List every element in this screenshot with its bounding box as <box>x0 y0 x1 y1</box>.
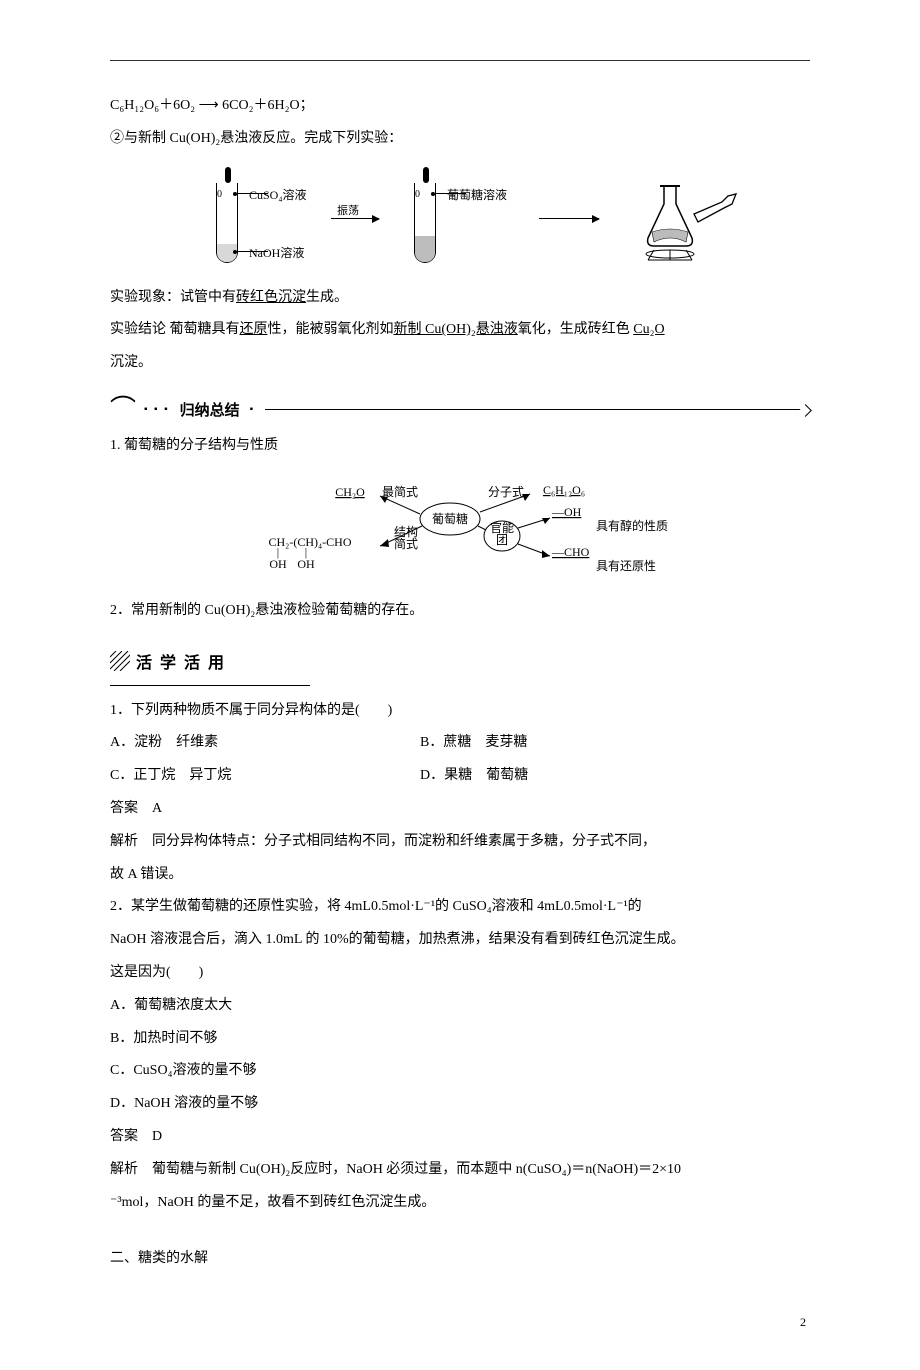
q1-options-row2: C．正丁烷 异丁烷 D．果糖 葡萄糖 <box>110 761 810 792</box>
conclusion-prefix: 实验结论 葡萄糖具有 <box>110 322 240 337</box>
cm-rt-label: 分子式 <box>488 485 524 499</box>
tube1-cap <box>225 167 231 183</box>
summary-title: 归纳总结 <box>180 399 240 420</box>
tube1-tick: 0 <box>217 189 222 200</box>
phenomenon-suffix: 生成。 <box>306 290 348 305</box>
conclusion-line1: 实验结论 葡萄糖具有还原性，能被弱氧化剂如新制 Cu(OH)₂悬浊液氧化，生成砖… <box>110 315 810 346</box>
conclusion-u1: 还原 <box>240 322 268 337</box>
q2-explain2: ⁻³mol，NaOH 的量不足，故看不到砖红色沉淀生成。 <box>110 1188 810 1219</box>
phenomenon-prefix: 实验现象：试管中有 <box>110 290 236 305</box>
tube1-group: 0 CuSO₄溶液 NaOH溶液 <box>176 169 306 269</box>
q2-optD: D．NaOH 溶液的量不够 <box>110 1089 810 1120</box>
cm-lt-value: CH₂O <box>335 485 365 499</box>
cm-lb-u2b: OH <box>297 557 315 571</box>
cm-rm-label: —OH <box>551 505 582 519</box>
cm-lb-u2: OH <box>269 557 287 571</box>
q1-explain: 解析 同分异构体特点：分子式相同结构不同，而淀粉和纤维素属于多糖，分子式不同， <box>110 827 810 858</box>
arrow-1: 振荡 <box>331 218 379 219</box>
tube2-tick: 0 <box>415 189 420 200</box>
cm-lb-value: CH₂-(CH)₄-CHO <box>268 535 351 549</box>
hatch-icon <box>110 651 130 671</box>
conclusion-mid2: 氧化，生成砖红色 <box>518 322 634 337</box>
cm-rb-label: —CHO <box>551 545 590 559</box>
top-rule <box>110 60 810 61</box>
tube2-top-label: 葡萄糖溶液 <box>447 186 507 203</box>
conclusion-u2: 新制 Cu(OH)₂悬浊液 <box>394 322 518 337</box>
conclusion-line2: 沉淀。 <box>110 348 810 379</box>
arrow-2 <box>539 218 599 219</box>
experiment-diagram: 0 CuSO₄溶液 NaOH溶液 振荡 0 葡萄糖溶液 <box>110 169 810 269</box>
tube2-group: 0 葡萄糖溶液 <box>404 169 514 269</box>
summary-dots-r: ▪ <box>250 404 256 415</box>
concept-map: 葡萄糖 最简式 CH₂O 结构 简式 CH₂-(CH)₄-CHO | | OH … <box>110 474 810 584</box>
q1-answer: 答案 A <box>110 794 810 825</box>
q1-optC: C．正丁烷 异丁烷 <box>110 761 420 792</box>
q1-optB: B．蔗糖 麦芽糖 <box>420 728 527 759</box>
cm-rm-desc: 具有醇的性质 <box>596 518 668 533</box>
cm-lb-label-2: 简式 <box>394 537 418 551</box>
chemical-equation: C₆H₁₂O₆＋6O₂ ⟶ 6CO₂＋6H₂O； <box>110 91 810 122</box>
q2-optA: A．葡萄糖浓度太大 <box>110 991 810 1022</box>
q1-optD: D．果糖 葡萄糖 <box>420 761 528 792</box>
cm-rnode-2: 团 <box>496 533 508 547</box>
summary-point-1: 1. 葡萄糖的分子结构与性质 <box>110 431 810 462</box>
concept-map-svg: 葡萄糖 最简式 CH₂O 结构 简式 CH₂-(CH)₄-CHO | | OH … <box>240 474 680 584</box>
cm-rb-desc: 具有还原性 <box>596 559 656 573</box>
q2-explain1: 解析 葡萄糖与新制 Cu(OH)₂反应时，NaOH 必须过量，而本题中 n(Cu… <box>110 1155 810 1186</box>
phenomenon-line: 实验现象：试管中有砖红色沉淀生成。 <box>110 283 810 314</box>
conclusion-mid1: 性，能被弱氧化剂如 <box>268 322 394 337</box>
q1-explain2: 故 A 错误。 <box>110 860 810 891</box>
q2-optB: B．加热时间不够 <box>110 1024 810 1055</box>
page-number: 2 <box>110 1315 810 1330</box>
q1-options-row1: A．淀粉 纤维素 B．蔗糖 麦芽糖 <box>110 728 810 759</box>
heating-flask-icon <box>624 174 744 264</box>
tube2-liquid <box>415 236 435 262</box>
q2-stem1: 2．某学生做葡萄糖的还原性实验，将 4mL0.5mol·L⁻¹的 CuSO₄溶液… <box>110 892 810 923</box>
q2-stem2: NaOH 溶液混合后，滴入 1.0mL 的 10%的葡萄糖，加热煮沸，结果没有看… <box>110 925 810 956</box>
q2-stem3: 这是因为( ) <box>110 958 810 989</box>
arrow1-caption: 振荡 <box>337 202 359 218</box>
summary-dots-l: ▪ ▪ ▪ <box>144 404 170 415</box>
apply-header: 活 学 活 用 <box>110 649 810 673</box>
cm-center: 葡萄糖 <box>432 511 468 526</box>
cm-lt-label: 最简式 <box>382 485 418 499</box>
tube1-top-label: CuSO₄溶液 <box>249 186 307 203</box>
summary-header: ⌒ ▪ ▪ ▪ 归纳总结 ▪ <box>110 397 810 423</box>
summary-rule <box>265 409 810 410</box>
apply-title: 活 学 活 用 <box>136 649 226 673</box>
tube1-bot-label: NaOH溶液 <box>249 244 304 261</box>
conclusion-u3: Cu₂O <box>633 322 664 337</box>
summary-bracket: ⌒ <box>110 397 136 423</box>
cm-rt-value: C₆H₁₂O₆ <box>543 483 585 497</box>
page-container: C₆H₁₂O₆＋6O₂ ⟶ 6CO₂＋6H₂O； ②与新制 Cu(OH)₂悬浊液… <box>0 0 920 1370</box>
q2-answer: 答案 D <box>110 1122 810 1153</box>
q1-stem: 1．下列两种物质不属于同分异构体的是( ) <box>110 696 810 727</box>
phenomenon-underlined: 砖红色沉淀 <box>236 290 306 305</box>
tube2-cap <box>423 167 429 183</box>
q2-optC: C．CuSO₄溶液的量不够 <box>110 1056 810 1087</box>
heading-2: 二、糖类的水解 <box>110 1244 810 1275</box>
q1-optA: A．淀粉 纤维素 <box>110 728 420 759</box>
step2-intro: ②与新制 Cu(OH)₂悬浊液反应。完成下列实验： <box>110 124 810 155</box>
summary-point-2: 2．常用新制的 Cu(OH)₂悬浊液检验葡萄糖的存在。 <box>110 596 810 627</box>
